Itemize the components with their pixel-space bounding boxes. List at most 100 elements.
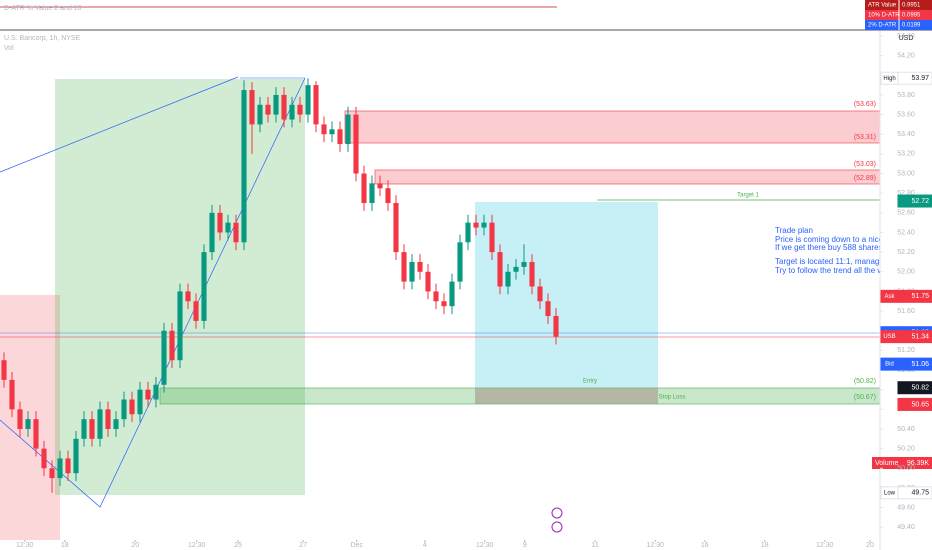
candle-body <box>361 173 367 204</box>
candle-body <box>297 104 303 115</box>
candle-body <box>289 104 295 120</box>
x-tick-label: 12:30 <box>16 542 34 549</box>
x-tick-label: 18 <box>761 542 769 549</box>
y-tick-label: 54.20 <box>897 52 915 59</box>
y-tick-label: 49.40 <box>897 524 915 531</box>
candle-body <box>121 399 127 420</box>
y-tick-label: 50.20 <box>897 445 915 452</box>
candle-body <box>89 419 95 439</box>
candle-body <box>529 261 535 287</box>
atr-value: 0.0995 <box>902 13 921 19</box>
candle-body <box>129 399 135 415</box>
candle-body <box>25 419 31 429</box>
price-tag-value: 51.75 <box>911 293 929 300</box>
x-tick-label: 4 <box>423 542 427 549</box>
candle-body <box>1 360 7 380</box>
x-tick-label: 11 <box>592 542 599 549</box>
x-tick-label: 20 <box>866 542 874 549</box>
price-tag <box>897 194 932 208</box>
price-tag-label-box <box>880 289 899 303</box>
x-tick-label: 9 <box>523 542 527 549</box>
drawings: (53.63) (53.31) (53.03) (52.89) Target 1… <box>0 76 881 540</box>
trade-plan-line: If we get there buy 588 shares = $10 <box>775 243 906 252</box>
indicator-title: D-ATR % Value 2 and 10 <box>4 5 82 12</box>
y-tick-label: 52.80 <box>897 190 915 197</box>
candle-body <box>321 124 327 135</box>
candle-body <box>65 458 71 474</box>
currency: USD <box>899 35 914 42</box>
candle-body <box>545 301 551 316</box>
entry-label: Entry <box>583 379 597 385</box>
candle-body <box>513 266 519 272</box>
event-icon[interactable] <box>551 507 563 519</box>
x-tick-label: 12:30 <box>816 542 834 549</box>
volume-title: Vol <box>4 45 14 52</box>
x-tick-label: 12:30 <box>188 542 206 549</box>
upper-supply-zone <box>344 110 881 144</box>
candle-body <box>353 114 359 174</box>
candle-body <box>265 104 271 115</box>
y-tick-label: 49.60 <box>897 504 915 511</box>
candle-body <box>217 212 223 233</box>
candle-body <box>41 448 47 469</box>
x-tick-label: 12:30 <box>476 542 494 549</box>
x-tick-label: 20 <box>131 542 139 549</box>
trend-line <box>0 76 239 173</box>
price-tag <box>897 381 932 395</box>
candle-body <box>49 468 55 479</box>
candle-body <box>73 438 79 474</box>
candle-body <box>441 301 447 307</box>
x-tick-label: 18 <box>61 542 69 549</box>
candle-body <box>473 222 479 228</box>
candle-body <box>489 222 495 253</box>
candle-body <box>153 384 159 400</box>
candle-body <box>201 252 207 321</box>
candle-body <box>33 419 39 449</box>
candle-body <box>273 94 279 115</box>
candle-body <box>81 419 87 439</box>
y-tick-label: 53.80 <box>897 92 915 99</box>
zone-label: (53.63) <box>854 101 876 108</box>
price-tag-value: 51.34 <box>911 333 929 340</box>
candle-body <box>9 379 15 410</box>
candle-body <box>425 271 431 292</box>
price-tag-label: High <box>883 76 895 82</box>
candle-body <box>465 222 471 243</box>
candle-body <box>537 286 543 302</box>
candle-body <box>193 301 199 321</box>
x-tick-label: 27 <box>299 542 307 549</box>
event-icon[interactable] <box>551 521 563 533</box>
price-tag-label-box <box>880 71 899 85</box>
candle-body <box>233 222 239 243</box>
y-tick-label: 54.40 <box>897 33 915 40</box>
candle-body <box>417 261 423 272</box>
candle-body <box>385 188 391 204</box>
atr-value: 0.9951 <box>902 3 921 9</box>
candle-body <box>337 129 343 145</box>
price-tag-value: 51.06 <box>911 361 929 368</box>
atr-label: 2% D-ATR <box>868 23 897 29</box>
candle-body <box>57 458 63 479</box>
candle-body <box>177 291 183 361</box>
price-tag-value: 52.72 <box>911 198 929 205</box>
y-tick-label: 53.60 <box>897 111 915 118</box>
y-tick-label: 52.60 <box>897 210 915 217</box>
candle-body <box>481 222 487 228</box>
price-tag-label-box <box>880 486 899 500</box>
candle-body <box>329 129 335 135</box>
candle-body <box>249 90 255 125</box>
candle-body <box>313 85 319 125</box>
candle-body <box>393 203 399 253</box>
atr-label: ATR Value <box>868 3 897 9</box>
trade-plan-line: Try to follow the trend all the way t <box>775 266 897 275</box>
price-tag-label: Ask <box>884 294 895 300</box>
stop-label: Stop Loss <box>659 395 686 401</box>
x-tick-label: 16 <box>701 542 709 549</box>
y-tick-label: 50.00 <box>897 465 915 472</box>
price-tag-value: 50.65 <box>911 401 929 408</box>
candle-body <box>377 183 383 189</box>
price-tag-label: USB <box>883 334 895 340</box>
y-tick-label: 52.20 <box>897 249 915 256</box>
